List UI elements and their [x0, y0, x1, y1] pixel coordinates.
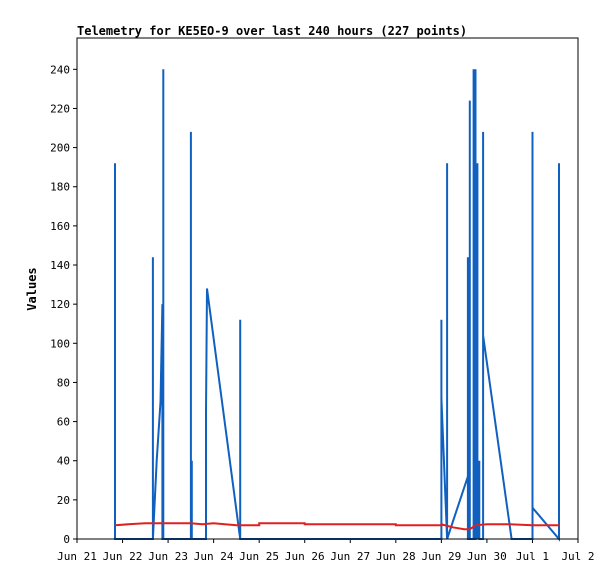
y-tick-label: 60 [57, 416, 70, 429]
x-tick-label: Jun 25 [239, 550, 279, 563]
x-tick-label: Jun 21 [57, 550, 97, 563]
y-tick-label: 20 [57, 494, 70, 507]
x-tick-label: Jun 29 [421, 550, 461, 563]
x-tick-label: Jun 30 [467, 550, 507, 563]
x-tick-label: Jun 23 [148, 550, 188, 563]
y-tick-label: 220 [50, 102, 70, 115]
y-tick-label: 180 [50, 181, 70, 194]
x-tick-label: Jun 22 [103, 550, 143, 563]
y-tick-label: 120 [50, 298, 70, 311]
series-line-2 [114, 522, 559, 531]
y-axis-ticks: 0 20 40 60 80 100 120 140 160 180 200 220 240 [50, 63, 77, 546]
y-tick-label: 140 [50, 259, 70, 272]
x-tick-label: Jul 2 [561, 550, 594, 563]
y-tick-label: 100 [50, 337, 70, 350]
y-tick-label: 0 [63, 533, 70, 546]
y-axis-label: Values [25, 267, 39, 310]
x-tick-label: Jul 1 [516, 550, 549, 563]
y-tick-label: 240 [50, 63, 70, 76]
x-tick-label: Jun 26 [285, 550, 325, 563]
x-axis-ticks: Jun 21 Jun 22 Jun 23 Jun 24 Jun 25 Jun 26 Jun … [57, 539, 595, 563]
y-tick-label: 40 [57, 455, 70, 468]
x-tick-label: Jun 28 [376, 550, 416, 563]
x-tick-label: Jun 27 [330, 550, 370, 563]
y-tick-label: 200 [50, 142, 70, 155]
series-layer [77, 69, 578, 542]
chart-title: Telemetry for KE5EO-9 over last 240 hour… [77, 24, 467, 38]
y-tick-label: 80 [57, 376, 70, 389]
y-tick-label: 160 [50, 220, 70, 233]
x-tick-label: Jun 24 [194, 550, 234, 563]
